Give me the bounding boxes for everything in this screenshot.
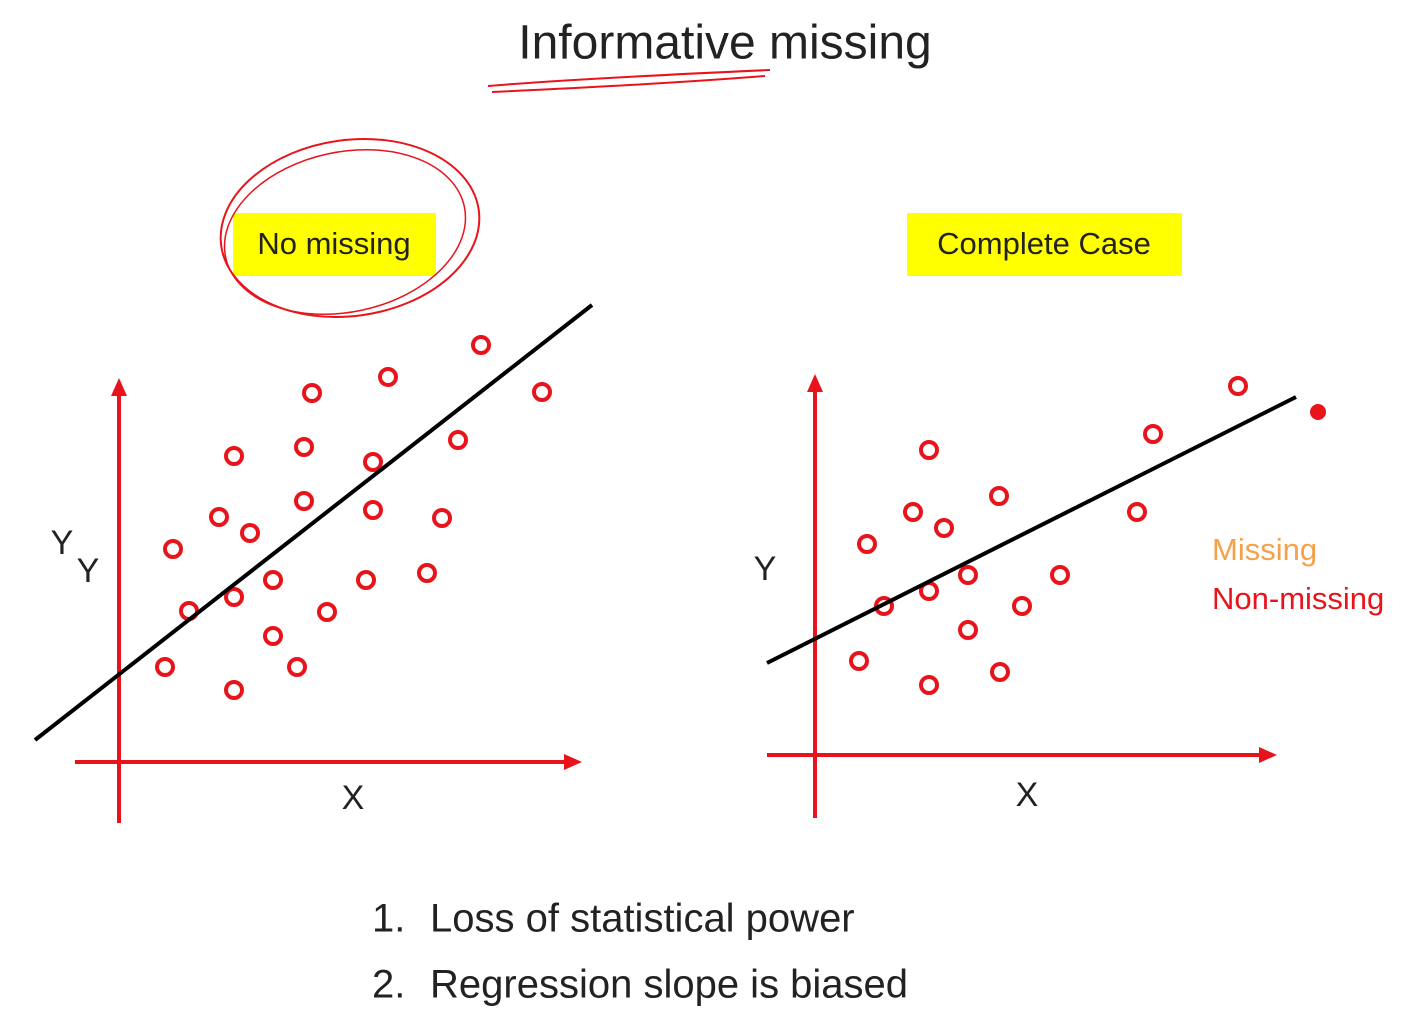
list-item: Regression slope is biased <box>430 963 908 1007</box>
scatter-points <box>155 335 552 700</box>
point <box>317 602 337 622</box>
point <box>990 662 1010 682</box>
point <box>448 430 468 450</box>
axis-arrow <box>807 374 823 392</box>
list-number: 2. <box>372 963 405 1007</box>
point <box>1050 565 1070 585</box>
x-axis-label: X <box>1016 776 1039 814</box>
slide-title: Informative missing <box>518 17 931 70</box>
circle-annotation <box>219 137 481 319</box>
point <box>224 587 244 607</box>
point <box>432 508 452 528</box>
y-axis-label: Y <box>754 550 777 588</box>
axis-arrow <box>111 378 127 396</box>
circle-annotation <box>223 148 467 316</box>
point <box>1228 376 1248 396</box>
point <box>958 565 978 585</box>
point <box>903 502 923 522</box>
regression-line <box>33 303 594 742</box>
underline-annotation <box>487 69 771 93</box>
y-axis-label: Y <box>51 524 74 562</box>
point <box>471 335 491 355</box>
point <box>294 491 314 511</box>
point <box>934 518 954 538</box>
panel-label: Complete Case <box>937 226 1151 261</box>
list-number: 1. <box>372 897 405 941</box>
point <box>1143 424 1163 444</box>
point <box>849 651 869 671</box>
point <box>919 440 939 460</box>
point <box>263 570 283 590</box>
pen-cursor <box>1310 404 1326 420</box>
point <box>378 367 398 387</box>
point <box>1012 596 1032 616</box>
point <box>263 626 283 646</box>
scatter-points <box>849 376 1248 695</box>
point <box>417 563 437 583</box>
legend-missing: Missing <box>1212 532 1317 567</box>
point <box>240 523 260 543</box>
panel-label-bg <box>233 213 436 276</box>
axis-arrow <box>564 754 582 770</box>
list-item: Loss of statistical power <box>430 897 855 941</box>
point <box>163 539 183 559</box>
point <box>155 657 175 677</box>
point <box>989 486 1009 506</box>
point <box>356 570 376 590</box>
point <box>224 680 244 700</box>
point <box>857 534 877 554</box>
point <box>302 383 322 403</box>
point <box>224 446 244 466</box>
point <box>294 437 314 457</box>
point <box>919 675 939 695</box>
point <box>363 500 383 520</box>
regression-line <box>766 395 1297 665</box>
point <box>532 382 552 402</box>
x-axis-label: X <box>342 779 365 817</box>
panel-label: No missing <box>257 226 410 261</box>
point <box>1127 502 1147 522</box>
axis-arrow <box>1259 747 1277 763</box>
point <box>363 452 383 472</box>
point <box>209 507 229 527</box>
panel-label-bg <box>907 213 1182 276</box>
point <box>287 657 307 677</box>
point <box>958 620 978 640</box>
y-axis-label: Y <box>77 552 100 590</box>
legend-non-missing: Non-missing <box>1212 581 1384 616</box>
